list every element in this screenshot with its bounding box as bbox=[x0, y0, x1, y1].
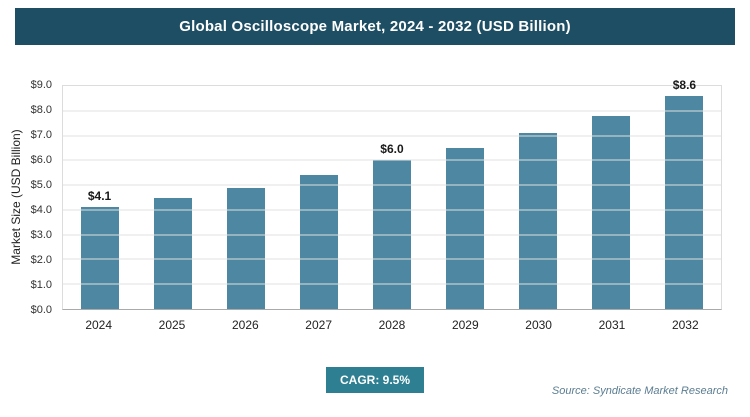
x-tick-label: 2029 bbox=[451, 318, 479, 332]
chart-title-banner: Global Oscilloscope Market, 2024 - 2032 … bbox=[15, 8, 735, 45]
gridline bbox=[63, 258, 721, 260]
bar-slot bbox=[282, 86, 355, 309]
bar-value-label: $4.1 bbox=[87, 189, 112, 204]
bar-slot bbox=[575, 86, 648, 309]
x-tick-label: 2026 bbox=[231, 318, 259, 332]
y-axis-ticks: $0.0 $1.0 $2.0 $3.0 $4.0 $5.0 $6.0 $7.0 $8.0 $9.0 bbox=[0, 79, 58, 316]
bar-2032: $8.6 bbox=[665, 78, 704, 309]
x-tick-label: 2024 bbox=[85, 318, 113, 332]
y-tick-label: $6.0 bbox=[30, 154, 52, 167]
x-tick-label: 2027 bbox=[305, 318, 332, 332]
bar-slot bbox=[429, 86, 502, 309]
bar-2026 bbox=[226, 187, 265, 309]
bar-value-label: $6.0 bbox=[380, 142, 404, 157]
y-tick-label: $0.0 bbox=[30, 304, 52, 316]
bar-2024: $4.1 bbox=[80, 189, 119, 309]
y-tick-label: $8.0 bbox=[30, 104, 52, 116]
bar-2027 bbox=[299, 175, 338, 309]
bar-2029 bbox=[446, 147, 485, 309]
x-tick-label: 2025 bbox=[158, 318, 186, 332]
bar-2031 bbox=[592, 115, 631, 309]
cagr-label: CAGR: 9.5% bbox=[339, 373, 411, 387]
bar-2030 bbox=[519, 133, 558, 309]
gridline bbox=[63, 159, 721, 161]
gridline bbox=[63, 135, 721, 137]
x-tick-label: 2028 bbox=[378, 318, 406, 332]
chart-title: Global Oscilloscope Market, 2024 - 2032 … bbox=[179, 18, 571, 35]
x-tick-label: 2030 bbox=[525, 318, 552, 332]
bar-slot bbox=[136, 86, 209, 309]
gridline bbox=[63, 184, 721, 186]
bar-slot: $4.1 bbox=[63, 86, 136, 309]
bar-value-label: $8.6 bbox=[672, 77, 697, 92]
y-tick-label: $7.0 bbox=[30, 129, 52, 141]
source-attribution: Source: Syndicate Market Research bbox=[551, 385, 728, 397]
bars-row: $4.1 $6.0 $8.6 bbox=[63, 78, 721, 309]
y-tick-label: $2.0 bbox=[30, 254, 52, 266]
gridline bbox=[63, 283, 721, 285]
gridline bbox=[63, 209, 721, 211]
gridline bbox=[63, 234, 721, 236]
gridline bbox=[63, 110, 721, 112]
bar-slot: $6.0 bbox=[355, 86, 428, 309]
y-tick-label: $3.0 bbox=[30, 229, 52, 242]
y-tick-label: $5.0 bbox=[30, 179, 52, 191]
bar-slot: $8.6 bbox=[648, 78, 721, 309]
x-tick-label: 2032 bbox=[671, 318, 699, 332]
y-tick-label: $1.0 bbox=[30, 279, 52, 291]
y-tick-label: $9.0 bbox=[30, 79, 52, 91]
bar-slot bbox=[502, 86, 575, 309]
cagr-badge: CAGR: 9.5% bbox=[325, 367, 425, 393]
bar-slot bbox=[209, 86, 282, 309]
bar-2025 bbox=[153, 197, 192, 309]
y-tick-label: $4.0 bbox=[30, 204, 52, 216]
x-axis-labels: 2024 2025 2026 2027 2028 2029 2030 2031 2032 bbox=[62, 318, 722, 332]
plot-area: $4.1 $6.0 $8.6 bbox=[62, 78, 722, 310]
x-tick-label: 2031 bbox=[598, 318, 626, 332]
